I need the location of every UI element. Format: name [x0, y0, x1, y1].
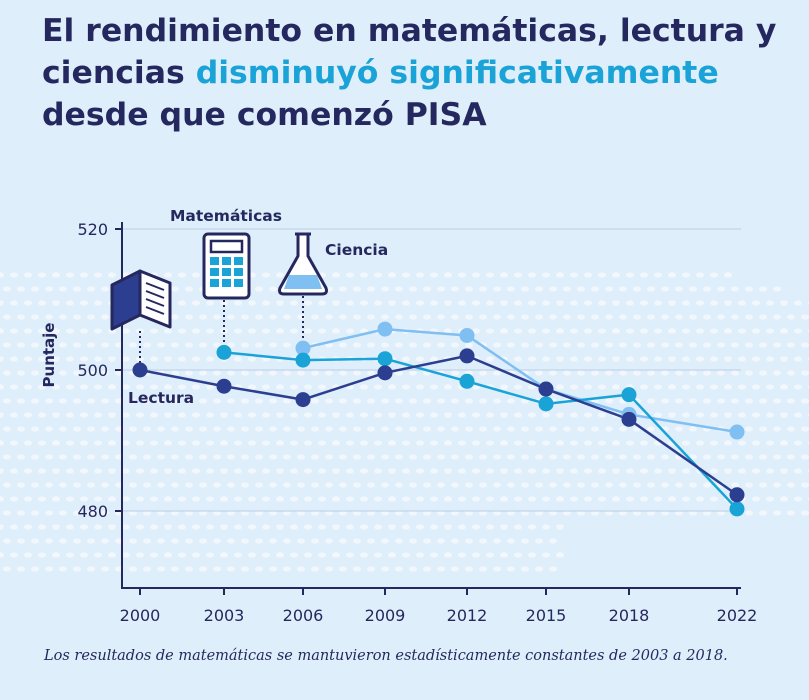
series-layer	[132, 321, 745, 517]
data-point-ciencia	[377, 321, 393, 337]
data-point-ciencia	[729, 424, 745, 440]
y-tick-label: 500	[77, 361, 108, 380]
data-point-matematicas	[377, 351, 393, 367]
title-part-2: desde que comenzó PISA	[42, 97, 487, 133]
y-axis-label: Puntaje	[40, 323, 58, 388]
data-point-matematicas	[538, 396, 554, 412]
data-point-lectura	[132, 362, 148, 378]
x-tick-label: 2006	[283, 606, 324, 625]
title-highlight: disminuyó significativamente	[195, 55, 719, 91]
data-point-lectura	[621, 411, 637, 427]
x-tick-label: 2000	[120, 606, 161, 625]
data-point-lectura	[729, 487, 745, 503]
data-point-matematicas	[216, 344, 232, 360]
x-tick-label: 2022	[717, 606, 758, 625]
x-tick-label: 2018	[609, 606, 650, 625]
data-point-matematicas	[459, 373, 475, 389]
calculator-icon	[202, 232, 251, 300]
title-part-1: El rendimiento en matemáticas, lectura y…	[42, 13, 777, 91]
x-tick-label: 2012	[447, 606, 488, 625]
grid-lines	[122, 228, 741, 512]
chart-title: El rendimiento en matemáticas, lectura y…	[42, 10, 782, 136]
y-tick-label: 480	[77, 502, 108, 521]
data-point-lectura	[216, 378, 232, 394]
data-point-matematicas	[621, 387, 637, 403]
x-tick-label: 2015	[526, 606, 567, 625]
y-tick-label: 520	[77, 220, 108, 239]
footnote: Los resultados de matemáticas se mantuvi…	[44, 648, 728, 664]
data-point-lectura	[459, 348, 475, 364]
data-point-matematicas	[295, 352, 311, 368]
data-point-lectura	[538, 381, 554, 397]
data-point-ciencia	[459, 327, 475, 343]
series-line-lectura	[139, 354, 738, 496]
flask-icon	[278, 232, 328, 296]
data-point-lectura	[295, 392, 311, 408]
data-point-ciencia	[295, 340, 311, 356]
x-tick-label: 2003	[204, 606, 245, 625]
series-label-lectura: Lectura	[128, 389, 194, 407]
y-ticks: 480 500 520	[77, 220, 122, 521]
series-label-ciencia: Ciencia	[325, 241, 388, 259]
series-line-ciencia	[302, 327, 738, 434]
x-ticks: 2000 2003 2006 2009 2012 2015 2018 2022	[120, 588, 758, 625]
open-book-icon	[110, 269, 172, 331]
series-label-matematicas: Matemáticas	[170, 207, 282, 225]
x-tick-label: 2009	[365, 606, 406, 625]
data-point-matematicas	[729, 501, 745, 517]
data-point-lectura	[377, 365, 393, 381]
